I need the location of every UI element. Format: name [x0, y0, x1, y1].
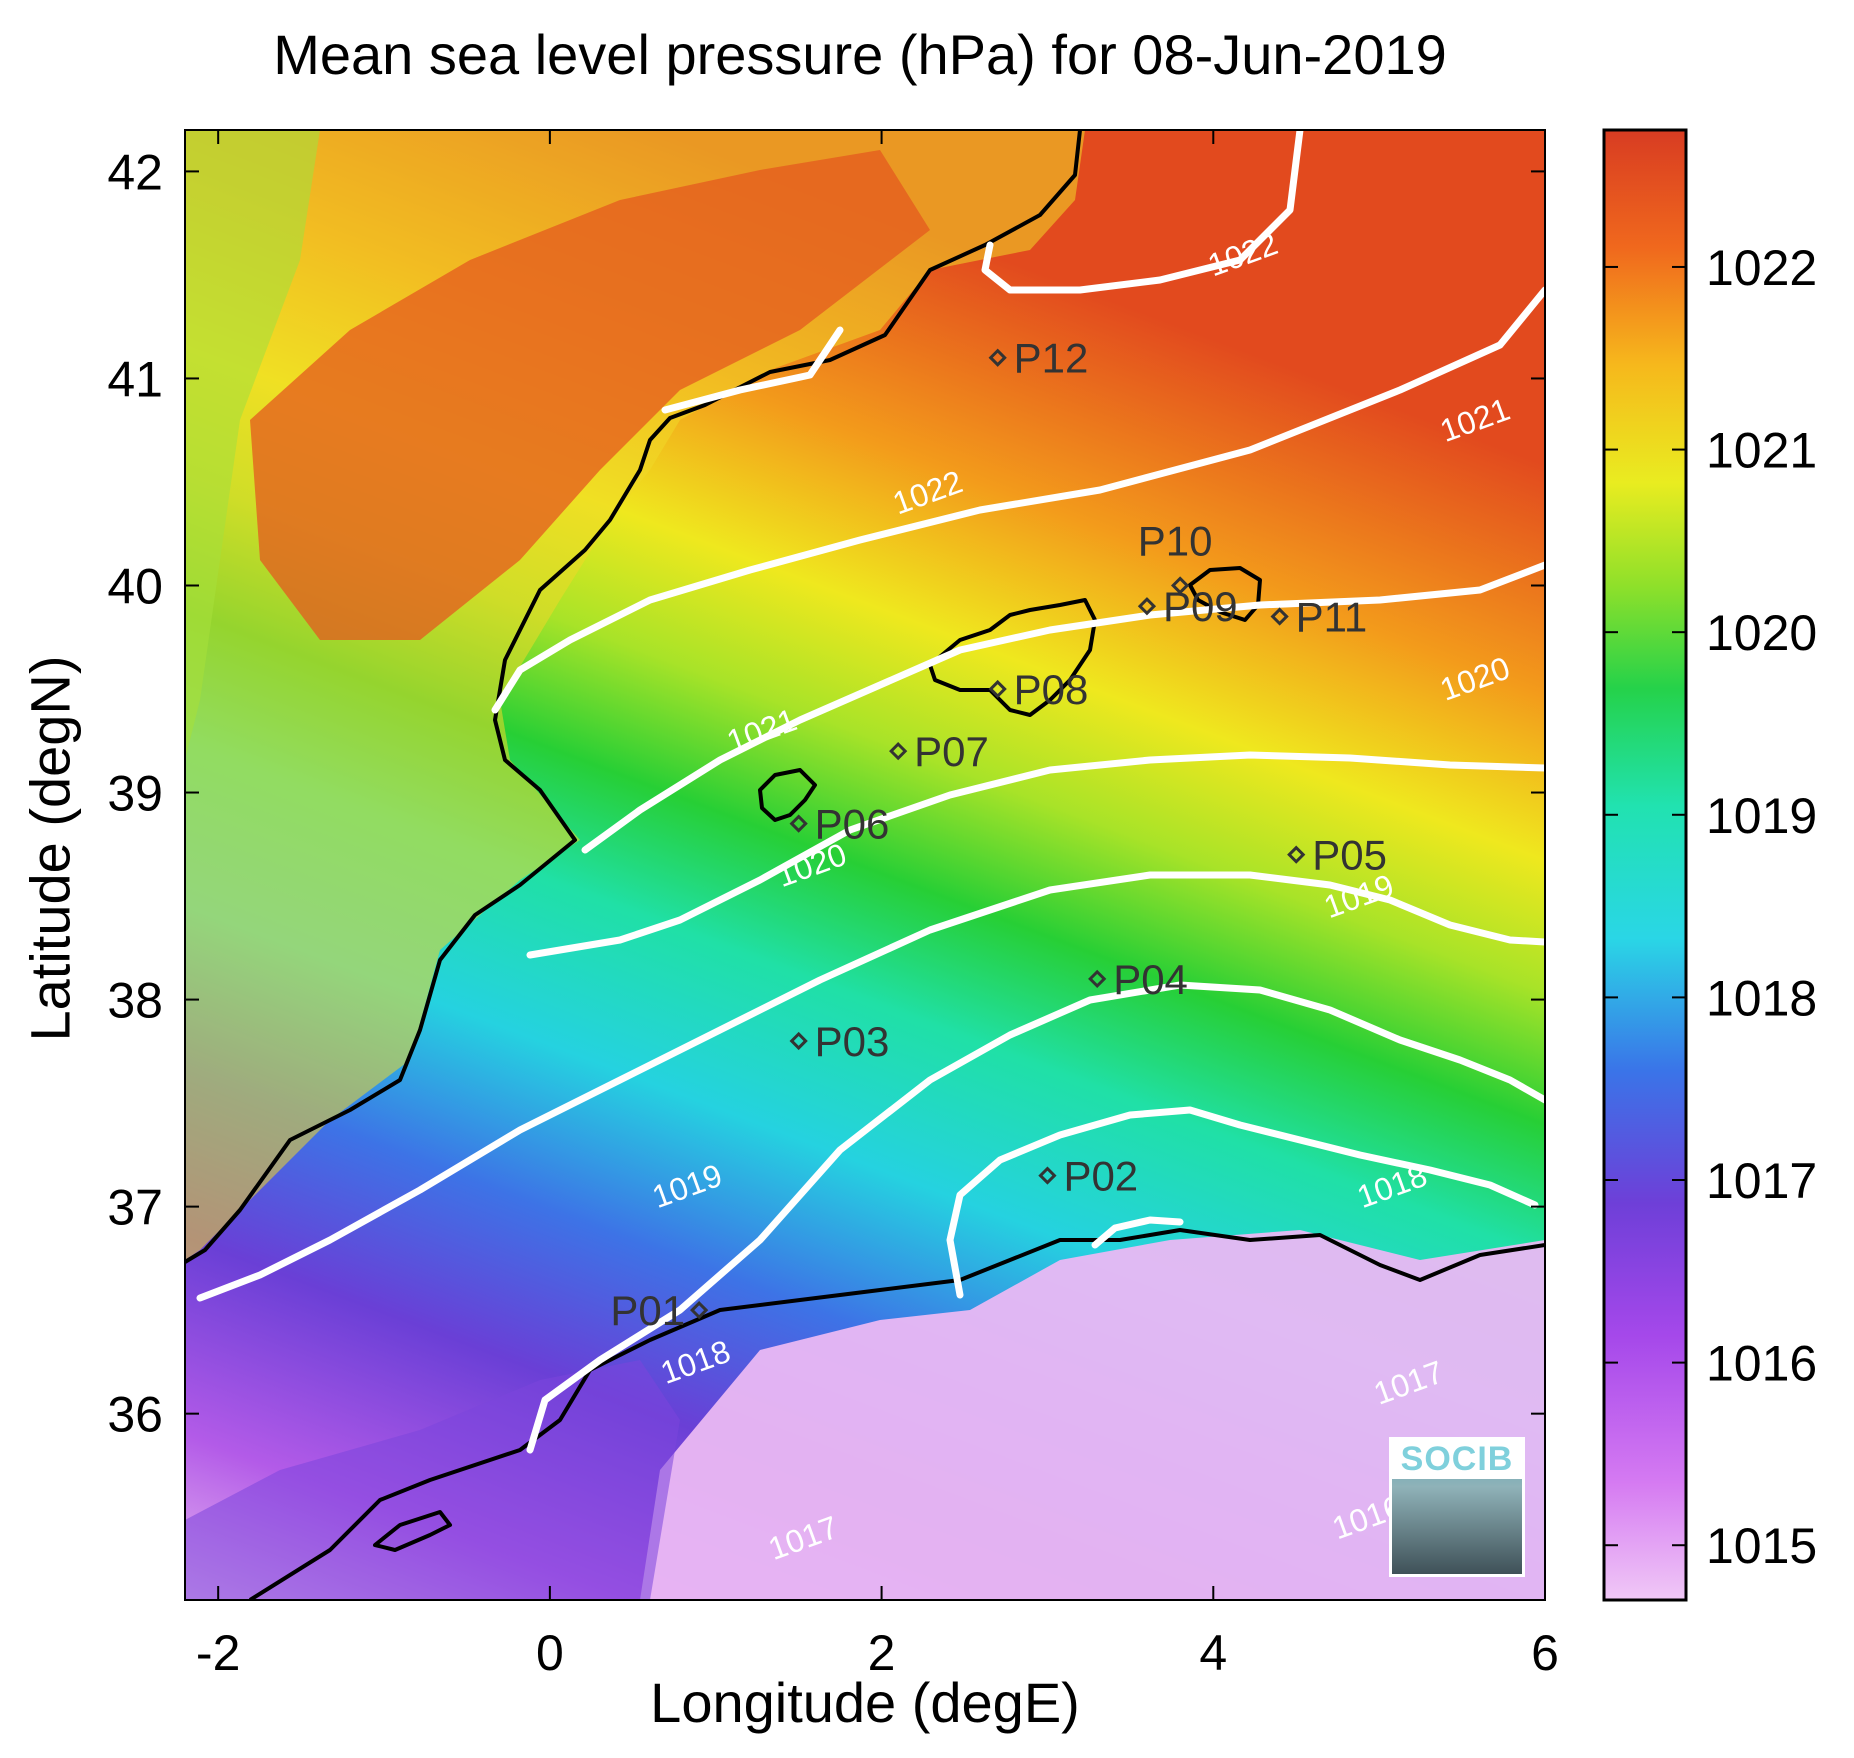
station-marker	[1270, 607, 1289, 626]
isobar-1020	[581, 561, 1545, 854]
isobar-1022-a	[981, 130, 1304, 294]
station-label: P05	[1312, 832, 1387, 879]
isobar-1019	[526, 751, 1545, 959]
plot-frame	[184, 129, 1546, 1601]
x-tick-label: 0	[536, 1625, 564, 1681]
chart-title: Mean sea level pressure (hPa) for 08-Jun…	[273, 23, 1447, 86]
station-label: P10	[1138, 517, 1213, 564]
socib-logo: SOCIB	[1389, 1437, 1525, 1577]
isobar-1015	[1091, 1216, 1184, 1249]
station-marker	[889, 742, 908, 761]
station-marker	[1088, 969, 1107, 988]
isobar-1018	[196, 871, 1545, 1302]
x-tick-label: 6	[1531, 1625, 1559, 1681]
station-label: P09	[1163, 583, 1238, 630]
x-tick-label: 2	[868, 1625, 896, 1681]
station-label: P01	[610, 1287, 685, 1334]
station-label: P04	[1113, 956, 1188, 1003]
station-label: P06	[815, 801, 890, 848]
x-axis-ticks: -2 0 2 4 6	[196, 130, 1559, 1681]
x-tick-label: -2	[196, 1625, 240, 1681]
station-marker	[988, 679, 1007, 699]
station-marker	[988, 348, 1007, 367]
land-west	[185, 130, 320, 760]
x-axis-label: Longitude (degE)	[650, 1671, 1080, 1734]
island-mallorca	[928, 598, 1097, 717]
coastline-africa	[248, 1228, 1545, 1600]
isobar-1016	[946, 1106, 1539, 1299]
station-points: P01 P02 P03 P04 P05 P06 P07 P08 P09 P10 P11 P12	[610, 335, 1387, 1334]
isobar-1021	[491, 286, 1545, 714]
colorbar-tick-label: 1019	[1706, 788, 1817, 844]
isobar-1017	[526, 981, 1545, 1454]
station-marker	[789, 814, 808, 833]
y-tick-label: 39	[107, 766, 163, 822]
colorbar	[1602, 128, 1688, 1602]
station-marker	[1038, 1166, 1057, 1185]
station-marker	[789, 1031, 808, 1051]
y-tick-label: 42	[107, 144, 163, 200]
y-tick-label: 37	[107, 1180, 163, 1236]
colorbar-tick-label: 1022	[1706, 240, 1817, 296]
x-tick-label: 4	[1199, 1625, 1227, 1681]
station-marker	[1287, 845, 1306, 864]
island-ibiza	[758, 768, 817, 822]
colorbar-tick-label: 1016	[1706, 1336, 1817, 1392]
station-label: P03	[815, 1018, 890, 1065]
colorbar-ticks: 1015 1016 1017 1018 1019 1020 1021 1022	[1604, 240, 1817, 1574]
station-marker	[1137, 597, 1157, 616]
colorbar-tick-label: 1017	[1706, 1153, 1817, 1209]
land-highland	[250, 150, 930, 640]
station-label: P02	[1063, 1153, 1138, 1200]
y-tick-label: 36	[107, 1387, 163, 1443]
coastline-iberia	[185, 130, 1082, 1264]
station-label: P07	[914, 728, 989, 775]
station-marker	[690, 1301, 709, 1320]
station-label: P11	[1296, 594, 1368, 641]
station-marker	[1170, 576, 1190, 595]
socib-logo-text: SOCIB	[1392, 1440, 1522, 1479]
isobar-1022-b	[661, 326, 844, 414]
station-label: P08	[1014, 666, 1089, 713]
y-tick-label: 40	[107, 558, 163, 614]
land-area-africa	[640, 1230, 1545, 1600]
island-alboran	[373, 1510, 452, 1552]
colorbar-tick-label: 1021	[1706, 423, 1817, 479]
colorbar-tick-label: 1018	[1706, 970, 1817, 1026]
station-label: P12	[1014, 335, 1089, 382]
colorbar-tick-label: 1020	[1706, 605, 1817, 661]
y-tick-label: 38	[107, 973, 163, 1029]
y-axis-ticks: 36 37 38 39 40 41 42	[107, 144, 1545, 1443]
y-tick-label: 41	[107, 351, 163, 407]
colorbar-tick-label: 1015	[1706, 1518, 1817, 1574]
